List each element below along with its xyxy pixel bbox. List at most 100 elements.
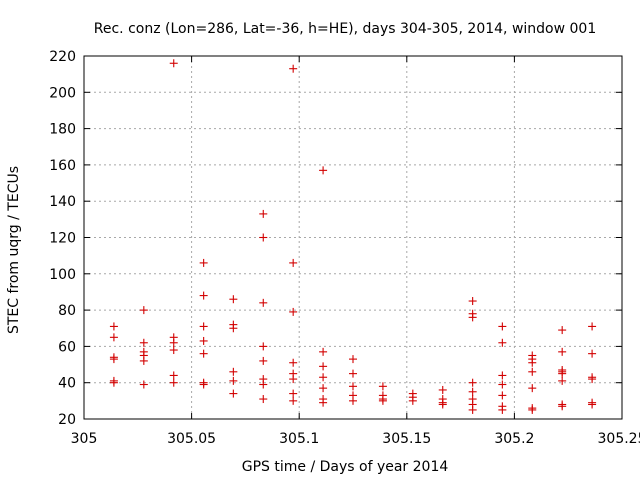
y-tick-label: 200 <box>49 85 76 101</box>
data-point-marker <box>528 367 537 376</box>
data-point-marker <box>349 396 357 405</box>
data-point-marker <box>468 387 477 396</box>
data-point-marker <box>139 380 148 389</box>
data-point-marker <box>259 209 268 218</box>
x-tick-label: 305.2 <box>494 431 534 447</box>
x-tick-label: 305.05 <box>167 431 216 447</box>
data-point-marker <box>319 166 328 175</box>
data-point-marker <box>229 295 238 304</box>
data-point-marker <box>498 380 507 389</box>
y-tick-label: 160 <box>49 158 76 174</box>
y-tick-label: 60 <box>58 339 76 355</box>
data-point-marker <box>528 384 537 393</box>
data-point-marker <box>558 376 567 385</box>
y-tick-label: 40 <box>58 376 76 392</box>
y-tick-label: 20 <box>58 412 76 428</box>
y-tick-label: 140 <box>49 194 76 210</box>
data-point-marker <box>558 326 567 335</box>
data-point-marker <box>139 338 148 347</box>
data-point-marker <box>498 371 507 380</box>
data-point-marker <box>588 400 597 409</box>
data-point-marker <box>349 355 357 364</box>
data-point-marker <box>169 371 178 380</box>
data-point-marker <box>558 402 567 411</box>
y-tick-label: 100 <box>49 267 76 283</box>
data-point-marker <box>289 396 298 405</box>
data-point-marker <box>528 358 537 367</box>
data-point-marker <box>498 338 507 347</box>
data-point-marker <box>349 382 357 391</box>
x-tick-label: 305.1 <box>279 431 319 447</box>
data-point-marker <box>199 336 208 345</box>
data-point-marker <box>319 384 328 393</box>
data-point-marker <box>229 367 238 376</box>
data-point-marker <box>169 346 178 355</box>
data-point-marker <box>528 405 537 414</box>
axis-ticks: 20 40 60 80 100 120 140 160 180 200 220 305 305.05 30… <box>49 49 640 447</box>
data-point-marker <box>229 324 238 333</box>
data-point-marker <box>319 362 328 371</box>
data-point-marker <box>378 382 387 391</box>
y-axis-title: STEC from uqrg / TECUs <box>6 166 22 334</box>
data-point-marker <box>468 378 477 387</box>
data-point-marker <box>199 349 208 358</box>
data-point-marker <box>259 356 268 365</box>
data-point-marker <box>229 389 238 398</box>
data-point-marker <box>259 380 268 389</box>
data-point-marker <box>199 380 208 389</box>
grid-lines <box>84 56 622 419</box>
data-point-marker <box>408 396 417 405</box>
y-tick-label: 220 <box>49 49 76 65</box>
data-point-marker <box>109 378 118 387</box>
data-point-marker <box>199 291 208 300</box>
data-points <box>109 59 597 414</box>
data-point-marker <box>169 59 178 68</box>
data-point-marker <box>289 358 298 367</box>
data-point-marker <box>109 355 118 364</box>
data-point-marker <box>289 307 298 316</box>
data-point-marker <box>259 298 268 307</box>
data-point-marker <box>438 385 447 394</box>
data-point-marker <box>438 400 447 409</box>
data-point-marker <box>259 233 268 242</box>
data-point-marker <box>259 395 268 404</box>
data-point-marker <box>289 389 298 398</box>
y-tick-label: 120 <box>49 231 76 247</box>
data-point-marker <box>259 342 268 351</box>
data-point-marker <box>109 333 118 342</box>
data-point-marker <box>588 375 597 384</box>
data-point-marker <box>139 356 148 365</box>
y-tick-label: 180 <box>49 122 76 138</box>
data-point-marker <box>558 347 567 356</box>
data-point-marker <box>498 405 507 414</box>
data-point-marker <box>199 258 208 267</box>
x-tick-label: 305.25 <box>598 431 640 447</box>
data-point-marker <box>378 396 387 405</box>
chart-title: Rec. conz (Lon=286, Lat=-36, h=HE), days… <box>94 21 596 37</box>
data-point-marker <box>468 405 477 414</box>
x-tick-label: 305 <box>71 431 98 447</box>
data-point-marker <box>169 338 178 347</box>
data-point-marker <box>229 376 238 385</box>
data-point-marker <box>588 349 597 358</box>
data-point-marker <box>319 347 328 356</box>
data-point-marker <box>319 373 328 382</box>
data-point-marker <box>169 378 178 387</box>
data-point-marker <box>498 322 507 331</box>
data-point-marker <box>558 369 567 378</box>
data-point-marker <box>289 258 298 267</box>
data-point-marker <box>349 369 357 378</box>
x-tick-label: 305.15 <box>382 431 431 447</box>
data-point-marker <box>109 322 118 331</box>
data-point-marker <box>588 322 597 331</box>
data-point-marker <box>319 398 328 407</box>
data-point-marker <box>289 64 298 73</box>
x-axis-title: GPS time / Days of year 2014 <box>242 459 449 475</box>
data-point-marker <box>468 313 477 322</box>
data-point-marker <box>199 322 208 331</box>
data-point-marker <box>498 391 507 400</box>
data-point-marker <box>289 375 298 384</box>
data-point-marker <box>468 297 477 306</box>
data-point-marker <box>139 306 148 315</box>
